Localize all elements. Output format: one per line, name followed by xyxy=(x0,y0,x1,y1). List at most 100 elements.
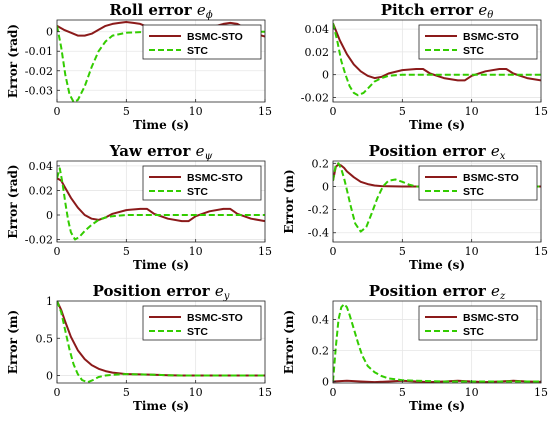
y-axis-label: Error (m) xyxy=(6,310,20,374)
y-tick-label: -0.4 xyxy=(308,227,329,240)
chart-title-subscript: ψ xyxy=(204,151,212,162)
legend-box xyxy=(142,305,262,341)
x-tick-label: 10 xyxy=(465,105,479,118)
legend-label-bsmc-sto: BSMC-STO xyxy=(463,172,519,184)
y-axis-label: Error (rad) xyxy=(6,164,20,238)
x-tick-label: 15 xyxy=(258,105,272,118)
y-tick-label: 0 xyxy=(322,375,329,388)
chart-title-subscript: y xyxy=(223,291,230,302)
chart-title-variable: e xyxy=(197,1,206,19)
y-tick-label: -0.01 xyxy=(25,45,53,58)
legend-label-stc: STC xyxy=(187,326,208,338)
chart-title-variable: e xyxy=(491,282,500,300)
y-tick-label: 0 xyxy=(46,370,53,383)
x-axis-label: Time (s) xyxy=(409,118,465,132)
x-tick-label: 5 xyxy=(123,386,130,399)
axes-frame xyxy=(332,300,542,384)
y-tick-label: 1 xyxy=(46,295,53,308)
x-tick-label: 10 xyxy=(465,386,479,399)
x-tick-label: 10 xyxy=(189,245,203,258)
chart-title-subscript: ϕ xyxy=(206,10,213,21)
legend: BSMC-STO STC xyxy=(142,24,262,60)
legend-label-stc: STC xyxy=(463,45,484,57)
x-tick-label: 10 xyxy=(189,386,203,399)
chart-title-variable: e xyxy=(478,1,487,19)
axes-frame xyxy=(332,160,542,243)
y-axis-label: Error (rad) xyxy=(6,24,20,98)
y-tick-label: 0 xyxy=(46,26,53,39)
legend: BSMC-STO STC xyxy=(418,24,538,60)
chart-title: Yaw error eψ xyxy=(109,142,213,162)
x-tick-label: 5 xyxy=(399,386,406,399)
legend-label-stc: STC xyxy=(187,186,208,198)
y-tick-label: 0.04 xyxy=(29,160,54,173)
legend-label-bsmc-sto: BSMC-STO xyxy=(187,31,243,43)
y-tick-label: 0 xyxy=(322,69,329,82)
legend-box xyxy=(142,165,262,201)
y-tick-label: -0.03 xyxy=(25,84,53,97)
chart-title-subscript: θ xyxy=(487,10,493,21)
chart-title-text: Roll error xyxy=(109,1,197,19)
chart-title-text: Pitch error xyxy=(381,1,479,19)
x-tick-label: 0 xyxy=(330,245,337,258)
series-line-bsmc-sto xyxy=(57,177,265,223)
legend: BSMC-STO STC xyxy=(142,305,262,341)
series-line-stc xyxy=(57,167,265,241)
chart-title-subscript: x xyxy=(500,151,506,162)
x-tick-label: 15 xyxy=(534,105,548,118)
x-axis-label: Time (s) xyxy=(133,399,189,413)
x-tick-label: 0 xyxy=(330,386,337,399)
x-tick-label: 5 xyxy=(399,245,406,258)
legend-box xyxy=(418,165,538,201)
y-axis-label: Error (m) xyxy=(282,310,296,374)
series-line-stc xyxy=(333,23,541,97)
chart-title: Position error ex xyxy=(369,142,506,162)
y-tick-label: 0 xyxy=(46,209,53,222)
chart-title-variable: e xyxy=(215,282,224,300)
y-tick-label: -0.02 xyxy=(25,65,53,78)
y-tick-label: -0.2 xyxy=(308,204,329,217)
x-tick-label: 0 xyxy=(54,105,61,118)
chart-panel-1: 0 5 10 15 0 -0.01 -0.02 -0.03 Roll error eϕ Time … xyxy=(6,1,272,132)
x-tick-label: 15 xyxy=(534,386,548,399)
legend-label-stc: STC xyxy=(463,186,484,198)
legend-label-stc: STC xyxy=(463,326,484,338)
y-tick-label: 0.5 xyxy=(36,332,54,345)
chart-title: Pitch error eθ xyxy=(381,1,494,21)
x-tick-label: 0 xyxy=(54,386,61,399)
chart-title: Position error ey xyxy=(93,282,230,302)
legend-box xyxy=(418,305,538,341)
legend-label-bsmc-sto: BSMC-STO xyxy=(463,312,519,324)
y-tick-label: 0.4 xyxy=(312,314,330,327)
series-line-stc xyxy=(333,303,541,383)
x-axis-label: Time (s) xyxy=(133,118,189,132)
legend-label-stc: STC xyxy=(187,45,208,57)
y-tick-label: -0.02 xyxy=(25,234,53,247)
legend-box xyxy=(142,24,262,60)
legend: BSMC-STO STC xyxy=(418,305,538,341)
chart-title: Roll error eϕ xyxy=(109,1,212,21)
series-group xyxy=(333,303,541,383)
x-tick-label: 15 xyxy=(258,386,272,399)
y-tick-label: 0.04 xyxy=(305,23,330,36)
y-tick-label: -0.02 xyxy=(301,91,329,104)
legend-label-bsmc-sto: BSMC-STO xyxy=(463,31,519,43)
chart-title-text: Position error xyxy=(369,282,491,300)
chart-title-text: Position error xyxy=(369,142,491,160)
y-tick-label: 0.02 xyxy=(305,46,330,59)
series-line-stc xyxy=(57,301,265,383)
legend-label-bsmc-sto: BSMC-STO xyxy=(187,312,243,324)
y-axis-label: Error (m) xyxy=(282,169,296,233)
x-tick-label: 5 xyxy=(399,105,406,118)
series-group xyxy=(57,167,265,241)
chart-title-variable: e xyxy=(491,142,500,160)
series-line-bsmc-sto xyxy=(333,23,541,82)
x-tick-label: 5 xyxy=(123,105,130,118)
y-tick-label: 0 xyxy=(322,180,329,193)
series-group xyxy=(333,23,541,97)
chart-panel-5: 0 5 10 15 1 0.5 0 Position error ey Time (s) Erro… xyxy=(6,282,272,413)
chart-panel-4: 0 5 10 15 0.2 0 -0.2 -0.4 Position error ex Time … xyxy=(282,142,548,272)
x-tick-label: 10 xyxy=(189,105,203,118)
